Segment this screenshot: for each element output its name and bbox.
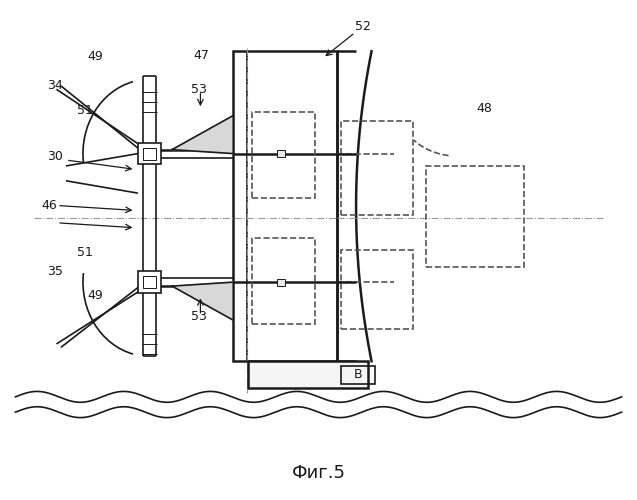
- Bar: [233, 51, 338, 361]
- Bar: [341, 366, 375, 384]
- Text: 49: 49: [88, 50, 103, 62]
- Text: 46: 46: [41, 199, 57, 212]
- Text: Фиг.5: Фиг.5: [292, 464, 345, 482]
- Text: B: B: [354, 368, 362, 381]
- Text: 35: 35: [47, 265, 63, 278]
- Bar: [252, 112, 315, 198]
- Bar: [341, 250, 413, 329]
- Text: 53: 53: [190, 83, 206, 96]
- Text: 51: 51: [77, 246, 93, 259]
- Bar: [138, 142, 161, 165]
- Bar: [143, 148, 155, 160]
- Polygon shape: [172, 282, 233, 320]
- Polygon shape: [172, 116, 233, 154]
- Text: 47: 47: [194, 49, 210, 62]
- Text: 53: 53: [190, 310, 206, 324]
- Bar: [138, 272, 161, 293]
- Bar: [252, 238, 315, 324]
- Bar: [341, 122, 413, 216]
- Text: 49: 49: [88, 289, 103, 302]
- Text: 51: 51: [77, 104, 93, 117]
- Bar: [278, 150, 285, 157]
- Text: 52: 52: [355, 20, 371, 33]
- Text: 48: 48: [476, 102, 492, 114]
- Bar: [143, 276, 155, 288]
- Bar: [278, 278, 285, 285]
- Text: 34: 34: [47, 80, 63, 92]
- Bar: [426, 166, 524, 268]
- Text: 30: 30: [47, 150, 63, 162]
- Bar: [248, 361, 368, 388]
